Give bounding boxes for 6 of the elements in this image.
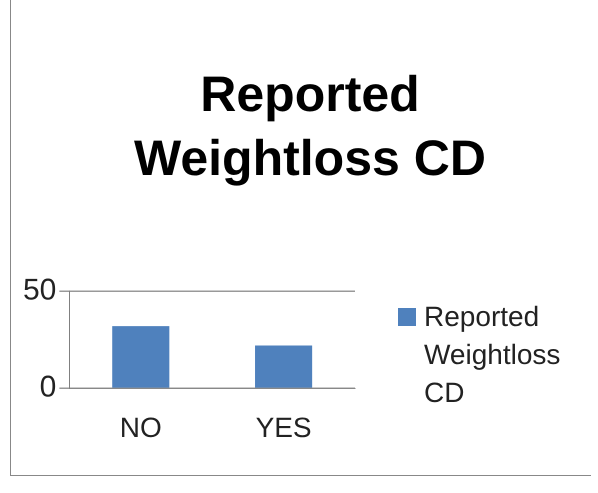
x-tick-label: NO — [120, 412, 162, 443]
legend-label: Reported Weightloss CD — [424, 300, 562, 410]
chart-title: Reported Weightloss CD — [133, 65, 487, 188]
x-tick-label: YES — [256, 412, 312, 443]
y-tick-label: 50 — [22, 273, 56, 306]
y-tick-label: 0 — [40, 370, 56, 404]
